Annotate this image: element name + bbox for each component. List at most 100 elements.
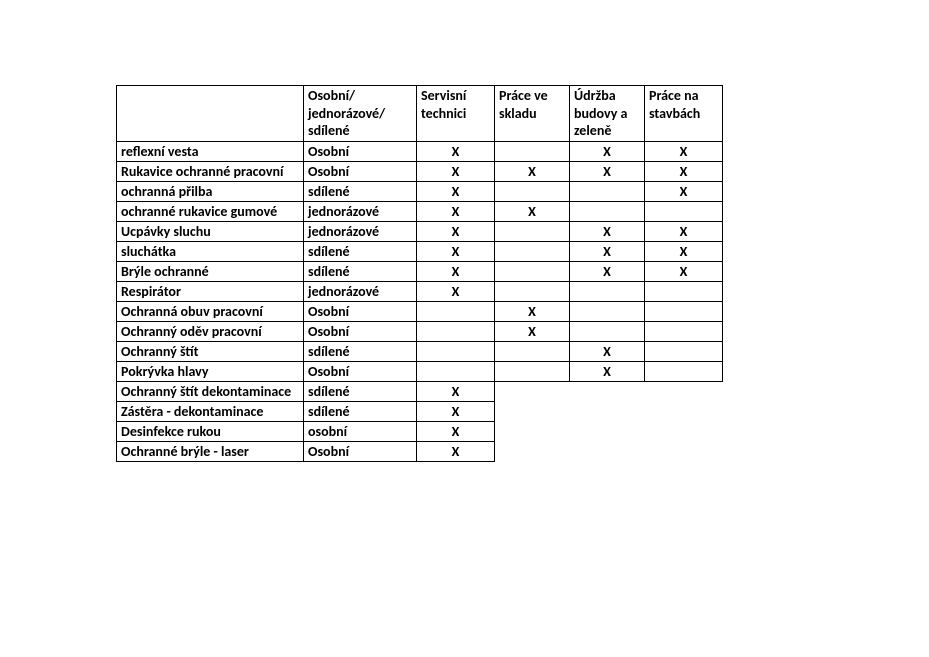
row-mark (417, 361, 495, 381)
row-name: Ucpávky sluchu (117, 221, 304, 241)
row-type: osobní (304, 421, 417, 441)
table-row: Ochranná obuv pracovníOsobní X (117, 301, 723, 321)
table-row: Ochranný oděv pracovníOsobníX (117, 321, 723, 341)
page: Osobní/jednorázové/sdílené Servisní tech… (0, 0, 929, 657)
row-mark: X (645, 161, 723, 181)
row-mark: X (417, 161, 495, 181)
row-name: Respirátor (117, 281, 304, 301)
row-mark: X (570, 221, 645, 241)
header-row: Osobní/jednorázové/sdílené Servisní tech… (117, 86, 723, 142)
header-col-2: Údržba budovy a zeleně (570, 86, 645, 142)
row-mark (645, 361, 723, 381)
table-row: Ochranný štít dekontaminacesdílenéX (117, 381, 723, 401)
header-col-3: Práce na stavbách (645, 86, 723, 142)
table-row: Ochranné brýle - laserOsobníX (117, 441, 723, 461)
table-row: ochranné rukavice gumovéjednorázovéXX (117, 201, 723, 221)
row-mark: X (417, 421, 495, 441)
row-type: Osobní (304, 301, 417, 321)
row-name: Ochranný štít dekontaminace (117, 381, 304, 401)
row-mark (570, 281, 645, 301)
row-mark (645, 321, 723, 341)
row-mark: X (495, 201, 570, 221)
row-type: jednorázové (304, 221, 417, 241)
row-mark: X (570, 361, 645, 381)
table-row: Brýle ochrannésdílenéXXX (117, 261, 723, 281)
row-mark (495, 261, 570, 281)
row-type: sdílené (304, 261, 417, 281)
row-mark: X (645, 261, 723, 281)
row-type: Osobní (304, 141, 417, 161)
row-type: jednorázové (304, 201, 417, 221)
row-mark (570, 301, 645, 321)
row-mark (495, 181, 570, 201)
row-mark (645, 301, 723, 321)
table-row: Rukavice ochranné pracovníOsobníXXXX (117, 161, 723, 181)
row-mark: X (645, 221, 723, 241)
row-mark: X (417, 241, 495, 261)
row-name: Rukavice ochranné pracovní (117, 161, 304, 181)
row-type: sdílené (304, 241, 417, 261)
row-mark (495, 281, 570, 301)
row-type: sdílené (304, 381, 417, 401)
empty-cell (570, 441, 645, 461)
empty-cell (570, 421, 645, 441)
row-mark (570, 321, 645, 341)
row-mark (495, 141, 570, 161)
row-name: Ochranná obuv pracovní (117, 301, 304, 321)
row-type: Osobní (304, 321, 417, 341)
row-type: sdílené (304, 401, 417, 421)
table-row: Pokrývka hlavyOsobníX (117, 361, 723, 381)
row-mark: X (417, 261, 495, 281)
row-mark (570, 181, 645, 201)
row-mark: X (417, 401, 495, 421)
row-type: Osobní (304, 441, 417, 461)
row-type: sdílené (304, 341, 417, 361)
table-row: Ochranný štítsdílené X (117, 341, 723, 361)
table-row: Ucpávky sluchujednorázovéXXX (117, 221, 723, 241)
table-body: reflexní vestaOsobníXXXRukavice ochranné… (117, 141, 723, 461)
row-mark (417, 321, 495, 341)
row-mark (417, 301, 495, 321)
row-mark: X (645, 241, 723, 261)
row-name: Brýle ochranné (117, 261, 304, 281)
empty-cell (495, 381, 570, 401)
row-mark: X (495, 301, 570, 321)
row-mark: X (417, 221, 495, 241)
table-row: Zástěra - dekontaminacesdílenéX (117, 401, 723, 421)
ppe-table: Osobní/jednorázové/sdílené Servisní tech… (116, 85, 723, 462)
table-row: Desinfekce rukouosobníX (117, 421, 723, 441)
header-type: Osobní/jednorázové/sdílené (304, 86, 417, 142)
row-type: Osobní (304, 361, 417, 381)
empty-cell (645, 401, 723, 421)
empty-cell (570, 401, 645, 421)
row-name: sluchátka (117, 241, 304, 261)
row-type: sdílené (304, 181, 417, 201)
row-mark: X (417, 181, 495, 201)
header-col-0: Servisní technici (417, 86, 495, 142)
row-mark (645, 341, 723, 361)
row-mark: X (417, 281, 495, 301)
row-mark: X (417, 141, 495, 161)
row-mark (570, 201, 645, 221)
row-type: jednorázové (304, 281, 417, 301)
empty-cell (495, 421, 570, 441)
row-mark: X (645, 181, 723, 201)
row-mark (645, 201, 723, 221)
row-name: Ochranný štít (117, 341, 304, 361)
row-name: Desinfekce rukou (117, 421, 304, 441)
row-name: Zástěra - dekontaminace (117, 401, 304, 421)
empty-cell (645, 421, 723, 441)
row-mark: X (570, 241, 645, 261)
row-mark (645, 281, 723, 301)
row-mark: X (417, 201, 495, 221)
row-name: ochranná přilba (117, 181, 304, 201)
row-mark (495, 221, 570, 241)
table-row: reflexní vestaOsobníXXX (117, 141, 723, 161)
row-type: Osobní (304, 161, 417, 181)
table-row: RespirátorjednorázovéX (117, 281, 723, 301)
row-mark: X (495, 321, 570, 341)
header-name (117, 86, 304, 142)
row-mark: X (570, 141, 645, 161)
row-mark: X (570, 261, 645, 281)
row-mark: X (570, 341, 645, 361)
